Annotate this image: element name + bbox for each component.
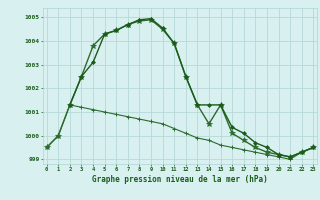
X-axis label: Graphe pression niveau de la mer (hPa): Graphe pression niveau de la mer (hPa) [92, 175, 268, 184]
